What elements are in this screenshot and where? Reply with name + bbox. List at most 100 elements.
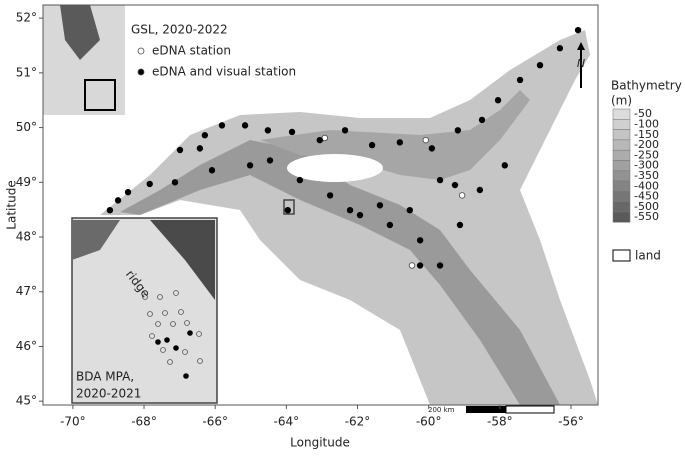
x-tick-label: -70°: [60, 415, 86, 429]
y-tick-label: 46°: [16, 339, 37, 353]
north-label: N: [577, 57, 585, 70]
station: [124, 188, 132, 196]
estuary-channel: [120, 140, 560, 405]
station: [218, 122, 226, 129]
bda-extent: [283, 199, 295, 215]
bathymetry-key: [612, 201, 631, 213]
bathymetry-label: -400: [634, 179, 659, 192]
bathymetry-label: -300: [634, 159, 659, 172]
station: [408, 262, 416, 269]
station: [451, 181, 459, 189]
station: [171, 179, 179, 186]
bathymetry-key: [612, 170, 631, 182]
station: [574, 26, 582, 34]
station: [146, 180, 153, 188]
inset-deep: [150, 220, 215, 300]
bathymetry-label: -350: [634, 169, 659, 182]
station: [341, 127, 349, 134]
station: [296, 176, 304, 184]
bathymetry-key: [612, 149, 631, 161]
inset-deep: [72, 220, 120, 260]
bathymetry-label: -100: [634, 117, 659, 130]
x-tick-label: -62°: [345, 415, 371, 429]
legend-marker: [137, 68, 145, 76]
overview-land: [60, 5, 100, 60]
station: [416, 237, 424, 244]
station: [196, 145, 204, 152]
y-axis-title: Latitude: [5, 180, 19, 229]
north-arrow-head: [577, 42, 585, 50]
station: [556, 45, 564, 52]
legend-marker: [137, 47, 145, 55]
x-tick-label: -56°: [558, 415, 584, 429]
station: [406, 206, 413, 214]
scale-label: 200 km: [428, 406, 455, 414]
bathymetry-label: -200: [634, 138, 659, 151]
x-tick-label: -64°: [274, 415, 300, 429]
station: [416, 262, 424, 269]
overview-extent: [84, 79, 116, 111]
station: [106, 206, 114, 214]
station: [454, 127, 462, 134]
bathymetry-key: [612, 211, 631, 223]
bathymetry-label: -50: [634, 107, 652, 120]
x-tick-label: -58°: [487, 415, 513, 429]
bathymetry-label: -250: [634, 148, 659, 161]
bathymetry-key: [612, 129, 631, 141]
station: [246, 162, 254, 169]
station: [516, 76, 524, 84]
inset-title: BDA MPA,: [76, 370, 134, 384]
station: [368, 141, 376, 149]
station: [356, 211, 364, 219]
legend-title: (m): [611, 94, 632, 108]
x-tick-label: -66°: [202, 415, 228, 429]
station: [422, 136, 430, 144]
station: [114, 197, 122, 204]
station: [241, 122, 249, 129]
x-tick-label: -68°: [131, 415, 157, 429]
station: [456, 221, 464, 229]
legend-title: Bathymetry: [611, 79, 682, 93]
station: [346, 206, 354, 214]
y-tick-label: 52°: [16, 11, 37, 25]
bathymetry-key: [612, 180, 631, 192]
station: [476, 186, 484, 194]
station: [284, 206, 291, 214]
bathymetry-label: -150: [634, 128, 659, 141]
station: [428, 145, 436, 152]
land-label: land: [635, 249, 661, 263]
station: [436, 176, 444, 184]
station: [264, 127, 272, 134]
map-title: GSL, 2020-2022: [131, 23, 228, 37]
station: [316, 136, 323, 144]
bathymetry-label: -500: [634, 200, 659, 213]
station: [376, 202, 384, 209]
legend-label: eDNA station: [152, 44, 231, 58]
station: [208, 167, 216, 174]
station: [436, 262, 444, 269]
bathymetry-key: [612, 119, 631, 130]
station: [478, 116, 486, 124]
station: [201, 132, 209, 139]
scale-bar: [505, 405, 555, 414]
y-tick-label: 47°: [16, 284, 37, 298]
anticosti-island: [287, 154, 383, 182]
x-tick-label: -60°: [416, 415, 442, 429]
station: [458, 192, 466, 199]
inset-visual-stations: [155, 330, 193, 379]
bathymetry-key: [612, 108, 631, 120]
station: [536, 61, 544, 69]
y-tick-label: 49°: [16, 175, 37, 189]
legend-label: eDNA and visual station: [152, 65, 296, 79]
station: [266, 157, 274, 164]
station: [494, 97, 502, 104]
bathymetry-label: -450: [634, 190, 659, 203]
inset-title: 2020-2021: [76, 387, 141, 401]
scale-bar: [466, 406, 506, 413]
station: [386, 221, 394, 229]
y-tick-label: 51°: [16, 65, 37, 79]
y-tick-label: 45°: [16, 394, 37, 408]
land-key: [612, 249, 631, 262]
y-tick-label: 50°: [16, 120, 37, 134]
